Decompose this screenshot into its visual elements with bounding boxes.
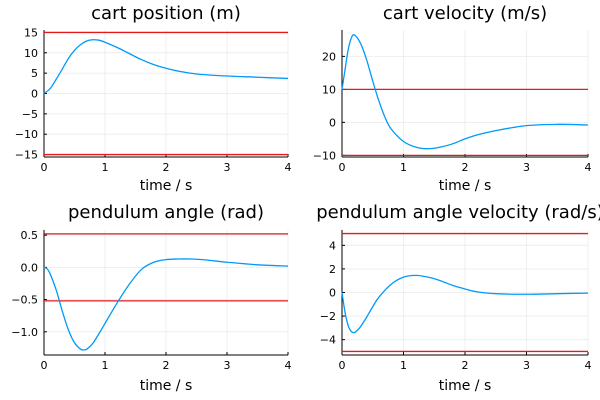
x-tick-label: 0 xyxy=(41,161,48,174)
y-tick-label: 0.5 xyxy=(21,229,39,242)
y-tick-label: −5 xyxy=(22,108,38,121)
chart-title: cart velocity (m/s) xyxy=(383,3,547,24)
x-tick-label: 4 xyxy=(585,359,592,372)
chart-title: pendulum angle (rad) xyxy=(68,202,264,223)
x-tick-label: 2 xyxy=(462,359,469,372)
x-tick-label: 1 xyxy=(400,161,407,174)
x-axis-label: time / s xyxy=(439,378,492,394)
y-tick-label: −2 xyxy=(320,310,336,323)
panel-4: 0 1 2 3 4 4 2 0 −2 −4 pendulum angle velocity (rad… xyxy=(316,202,600,394)
x-tick-label: 0 xyxy=(339,359,346,372)
x-tick-label: 3 xyxy=(523,359,530,372)
y-tick-label: 2 xyxy=(329,263,336,276)
y-tick-label: 15 xyxy=(24,26,38,39)
y-tick-label: 0 xyxy=(31,88,38,101)
x-tick-label: 1 xyxy=(102,161,109,174)
x-tick-label: 3 xyxy=(224,161,231,174)
x-tick-label: 2 xyxy=(163,161,170,174)
x-axis-label: time / s xyxy=(140,378,193,394)
x-tick-label: 0 xyxy=(41,359,48,372)
x-axis-label: time / s xyxy=(439,178,492,194)
y-tick-label: 0 xyxy=(329,116,336,129)
x-tick-label: 4 xyxy=(285,359,292,372)
x-tick-label: 4 xyxy=(585,161,592,174)
panel-1: 0 1 2 3 4 15 10 5 0 −5 −10 −15 cart position (m) time… xyxy=(15,3,292,194)
series-line xyxy=(43,39,289,95)
x-tick-label: 0 xyxy=(339,161,346,174)
x-tick-label: 1 xyxy=(400,359,407,372)
x-tick-label: 4 xyxy=(285,161,292,174)
y-tick-label: 0 xyxy=(329,287,336,300)
y-tick-label: −4 xyxy=(320,334,336,347)
chart-title: pendulum angle velocity (rad/s) xyxy=(316,202,600,223)
x-tick-label: 1 xyxy=(102,359,109,372)
y-tick-label: 5 xyxy=(31,67,38,80)
y-tick-label: −0.5 xyxy=(11,294,38,307)
chart-title: cart position (m) xyxy=(91,3,241,24)
y-tick-label: 20 xyxy=(322,50,336,63)
x-tick-label: 3 xyxy=(523,161,530,174)
y-tick-label: 10 xyxy=(322,83,336,96)
y-tick-label: 10 xyxy=(24,47,38,60)
x-tick-label: 2 xyxy=(462,161,469,174)
y-tick-label: −10 xyxy=(15,128,38,141)
y-tick-label: −1.0 xyxy=(11,326,38,339)
y-tick-label: −10 xyxy=(313,149,336,162)
x-axis-label: time / s xyxy=(140,178,193,194)
y-tick-label: 0.0 xyxy=(21,261,39,274)
series-line xyxy=(341,34,589,150)
y-tick-label: −15 xyxy=(15,149,38,162)
series-line xyxy=(43,258,289,351)
y-tick-label: 4 xyxy=(329,239,336,252)
panel-3: 0 1 2 3 4 0.5 0.0 −0.5 −1.0 pendulum angle (rad) t… xyxy=(11,202,291,394)
x-tick-label: 2 xyxy=(163,359,170,372)
series-line xyxy=(341,274,589,334)
x-tick-label: 3 xyxy=(224,359,231,372)
